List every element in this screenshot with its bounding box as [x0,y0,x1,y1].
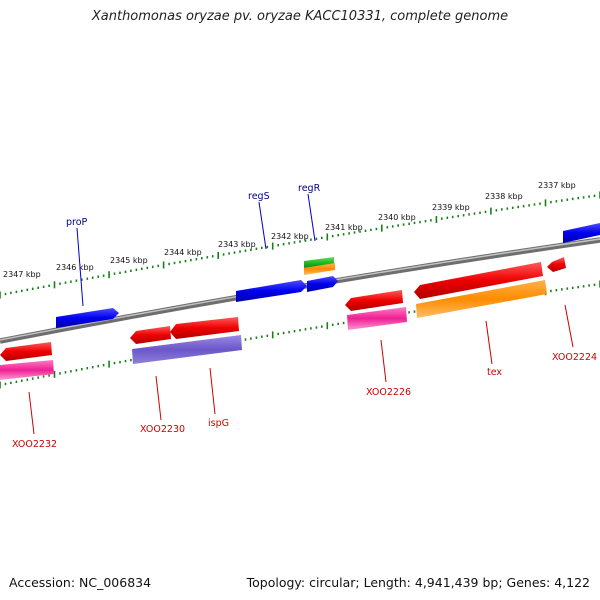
feature-orange-tex[interactable] [416,280,547,318]
feature-purple-ispG[interactable] [132,335,242,364]
leader-XOO2224 [564,304,574,348]
gene-ispG[interactable] [170,317,239,339]
gene-right-blue[interactable] [563,223,600,243]
label-leaders [28,193,574,435]
feature-orange-regR[interactable] [304,263,335,275]
label-regS: regS [248,191,270,202]
gene-XOO2224[interactable] [547,257,566,272]
label-ispG: ispG [208,418,229,429]
label-XOO2232: XOO2232 [12,439,57,450]
gene-labels: proP regS regR XOO2232 XOO2230 ispG XOO2… [12,183,597,450]
leader-ispG [209,367,216,415]
gene-regR[interactable] [307,276,338,292]
leader-regR [307,193,316,242]
gene-tex[interactable] [414,262,543,299]
gene-XOO2230[interactable] [130,326,171,344]
leader-XOO2226 [380,339,387,383]
leader-XOO2230 [155,375,162,421]
leader-proP [76,227,84,307]
feature-pink-XOO2232[interactable] [0,360,54,380]
leader-tex [485,320,493,365]
topology-text: Topology: circular; Length: 4,941,439 bp… [246,575,590,590]
scale-label-2342: 2342 kbp [271,232,309,241]
gene-XOO2232[interactable] [0,342,52,361]
label-XOO2224: XOO2224 [552,352,597,363]
scale-label-2343: 2343 kbp [218,240,256,249]
label-proP: proP [66,217,88,228]
label-regR: regR [298,183,321,194]
forward-genes [56,223,600,328]
scale-label-2338: 2338 kbp [485,192,523,201]
feature-green-regR[interactable] [304,257,334,268]
scale-label-2344: 2344 kbp [164,248,202,257]
scale-label-2339: 2339 kbp [432,203,470,212]
feature-pink-XOO2226[interactable] [347,307,407,330]
label-tex: tex [487,367,502,378]
leader-regS [258,201,267,250]
scale-label-2346: 2346 kbp [56,263,94,272]
scale-labels: 2347 kbp 2346 kbp 2345 kbp 2344 kbp 2343… [3,181,576,279]
leader-XOO2232 [28,391,35,435]
scale-label-2337: 2337 kbp [538,181,576,190]
map-title: Xanthomonas oryzae pv. oryzae KACC10331,… [91,9,509,24]
scale-label-2345: 2345 kbp [110,256,148,265]
gene-regS[interactable] [236,280,307,302]
label-XOO2230: XOO2230 [140,424,185,435]
scale-label-2347: 2347 kbp [3,270,41,279]
scale-ticks-outer [0,191,600,299]
gene-XOO2226[interactable] [345,290,403,311]
label-XOO2226: XOO2226 [366,387,411,398]
scale-label-2340: 2340 kbp [378,213,416,222]
gene-proP[interactable] [56,308,119,328]
accession-text: Accession: NC_006834 [9,575,152,590]
reverse-genes [0,257,566,380]
scale-label-2341: 2341 kbp [325,223,363,232]
